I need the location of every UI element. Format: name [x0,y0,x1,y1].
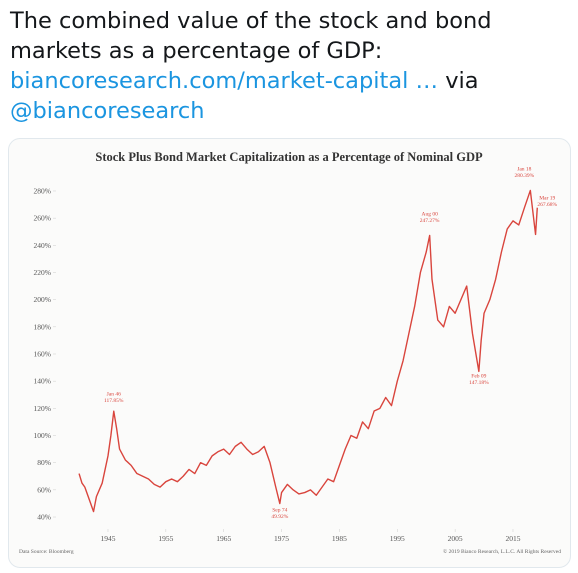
y-tick-label: 60% [37,485,51,494]
annotation-value: 147.18% [469,380,489,386]
annotation-date: Jan 46 [107,391,121,397]
annotation-value: 49.92% [271,514,288,520]
tweet-body: The combined value of the stock and bond… [10,8,492,64]
x-tick-label: 1975 [274,534,289,543]
tweet-mention[interactable]: @biancoresearch [10,98,205,124]
x-tick-label: 2015 [505,534,520,543]
chart-title: Stock Plus Bond Market Capitalization as… [95,150,483,164]
annotation-date: Feb 09 [471,373,486,379]
x-tick-label: 1955 [158,534,173,543]
y-tick-label: 100% [34,431,52,440]
x-tick-label: 1985 [332,534,347,543]
chart-card[interactable]: Stock Plus Bond Market Capitalization as… [8,138,571,568]
copyright-note: © 2019 Bianco Research, L.L.C. All Right… [443,548,561,555]
annotation-date: Aug 00 [421,211,438,217]
x-tick-label: 2005 [448,534,463,543]
annotation-value: 267.68% [537,202,557,208]
x-tick-label: 1945 [100,534,115,543]
y-tick-label: 80% [37,458,51,467]
data-line [78,189,538,513]
y-tick-label: 180% [34,322,52,331]
chart: Stock Plus Bond Market Capitalization as… [19,150,561,555]
tweet-link[interactable]: biancoresearch.com/market-capital … [10,68,439,94]
tweet-text: The combined value of the stock and bond… [10,6,570,126]
annotation-date: Mar 19 [539,196,555,202]
y-tick-label: 160% [34,349,52,358]
x-tick-label: 1995 [390,534,405,543]
annotation-date: Sep 74 [272,508,287,514]
y-tick-label: 200% [34,295,52,304]
annotation-date: Jan 18 [517,166,531,172]
tweet-via: via [445,68,479,94]
x-tick-label: 1965 [216,534,231,543]
annotation-value: 117.85% [104,398,124,404]
source-note: Data Source: Bloomberg [19,549,74,555]
annotation-value: 280.39% [514,173,534,179]
y-tick-label: 220% [34,268,52,277]
y-tick-label: 260% [34,214,52,223]
y-tick-label: 240% [34,241,52,250]
y-tick-label: 140% [34,377,52,386]
y-tick-label: 280% [34,186,52,195]
y-tick-label: 120% [34,404,52,413]
y-tick-label: 40% [37,513,51,522]
annotation-value: 247.27% [420,218,440,224]
